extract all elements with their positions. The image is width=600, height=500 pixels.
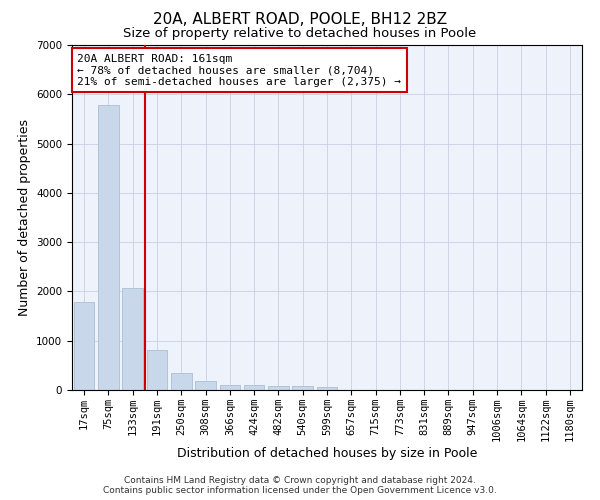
- Text: Contains HM Land Registry data © Crown copyright and database right 2024.
Contai: Contains HM Land Registry data © Crown c…: [103, 476, 497, 495]
- Y-axis label: Number of detached properties: Number of detached properties: [17, 119, 31, 316]
- Bar: [171, 373, 191, 390]
- Bar: [98, 105, 119, 390]
- Bar: [317, 388, 337, 390]
- Bar: [244, 385, 265, 390]
- Bar: [220, 384, 240, 390]
- Text: 20A, ALBERT ROAD, POOLE, BH12 2BZ: 20A, ALBERT ROAD, POOLE, BH12 2BZ: [153, 12, 447, 28]
- Bar: [122, 288, 143, 390]
- Bar: [146, 350, 167, 390]
- Bar: [292, 386, 313, 390]
- X-axis label: Distribution of detached houses by size in Poole: Distribution of detached houses by size …: [177, 447, 477, 460]
- Bar: [74, 302, 94, 390]
- Text: Size of property relative to detached houses in Poole: Size of property relative to detached ho…: [124, 28, 476, 40]
- Bar: [268, 386, 289, 390]
- Text: 20A ALBERT ROAD: 161sqm
← 78% of detached houses are smaller (8,704)
21% of semi: 20A ALBERT ROAD: 161sqm ← 78% of detache…: [77, 54, 401, 87]
- Bar: [195, 381, 216, 390]
